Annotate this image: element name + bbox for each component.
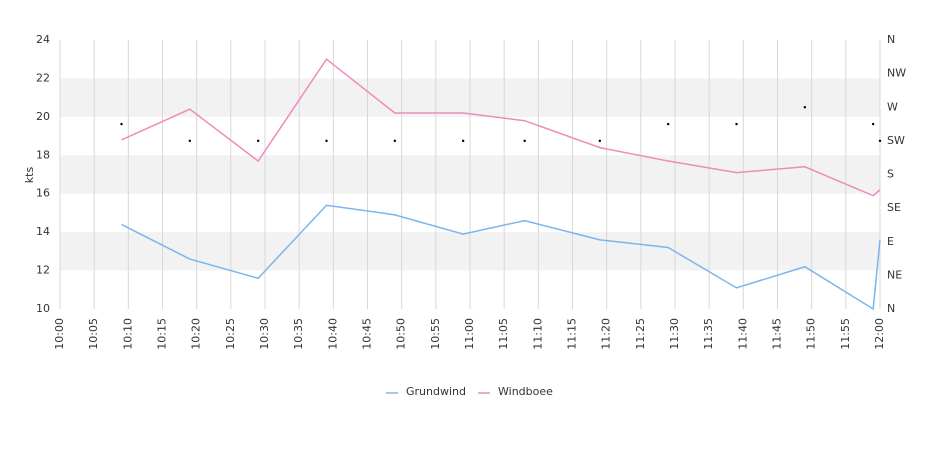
x-tick-label: 11:35 xyxy=(702,318,715,350)
direction-dot xyxy=(523,139,526,143)
y-tick-label: 24 xyxy=(36,33,50,46)
x-tick-label: 10:10 xyxy=(121,318,134,350)
y2-tick-label: E xyxy=(887,235,894,248)
x-tick-label: 11:50 xyxy=(805,318,818,350)
x-tick-label: 11:25 xyxy=(634,318,647,350)
x-tick-label: 12:00 xyxy=(873,318,886,350)
direction-dot xyxy=(188,139,192,143)
y-tick-label: 18 xyxy=(36,148,50,161)
series-line xyxy=(121,58,881,197)
x-tick-label: 11:10 xyxy=(531,318,544,350)
legend-label: Windboee xyxy=(498,385,553,398)
y2-tick-label: NE xyxy=(887,268,902,281)
direction-dot xyxy=(256,139,260,143)
x-tick-label: 10:05 xyxy=(87,318,100,350)
y-tick-label: 12 xyxy=(36,264,50,277)
y-axis-label: kts xyxy=(23,167,36,184)
x-tick-label: 11:55 xyxy=(839,318,852,350)
direction-dot xyxy=(735,122,738,126)
y2-tick-label: W xyxy=(887,100,898,113)
x-tick-label: 10:40 xyxy=(326,318,339,350)
y2-tick-label: SE xyxy=(887,201,901,214)
legend-label: Grundwind xyxy=(406,385,466,398)
x-tick-label: 10:35 xyxy=(292,318,305,350)
direction-dot xyxy=(878,139,882,143)
direction-dot xyxy=(803,106,807,109)
y-tick-label: 20 xyxy=(36,110,50,123)
direction-dot xyxy=(666,122,670,126)
x-tick-label: 11:45 xyxy=(771,318,784,350)
y2-tick-label: N xyxy=(887,33,895,46)
x-tick-label: 10:50 xyxy=(395,318,408,350)
y2-tick-label: N xyxy=(887,302,895,315)
x-tick-label: 11:40 xyxy=(736,318,749,350)
direction-dot xyxy=(598,139,602,143)
direction-dot xyxy=(120,122,123,126)
y2-tick-label: NW xyxy=(887,67,906,80)
x-tick-label: 11:05 xyxy=(497,318,510,350)
direction-dot xyxy=(461,139,465,143)
x-tick-label: 11:20 xyxy=(600,318,613,350)
x-tick-label: 11:15 xyxy=(566,318,579,350)
y2-tick-label: SW xyxy=(887,134,905,147)
x-tick-label: 10:00 xyxy=(53,318,66,350)
direction-dot xyxy=(325,139,328,143)
x-tick-label: 10:20 xyxy=(190,318,203,350)
y-tick-label: 14 xyxy=(36,225,50,238)
y-tick-label: 22 xyxy=(36,71,50,84)
x-tick-label: 11:00 xyxy=(463,318,476,350)
x-tick-label: 10:25 xyxy=(224,318,237,350)
y-tick-label: 16 xyxy=(36,187,50,200)
series-line xyxy=(121,204,881,311)
x-tick-label: 11:30 xyxy=(668,318,681,350)
y-tick-label: 10 xyxy=(36,302,50,315)
x-tick-label: 10:55 xyxy=(429,318,442,350)
x-tick-label: 10:15 xyxy=(156,318,169,350)
x-tick-label: 10:30 xyxy=(258,318,271,350)
direction-dot xyxy=(393,139,397,143)
direction-dot xyxy=(871,122,875,126)
x-tick-label: 10:45 xyxy=(361,318,374,350)
y2-tick-label: S xyxy=(887,168,894,181)
